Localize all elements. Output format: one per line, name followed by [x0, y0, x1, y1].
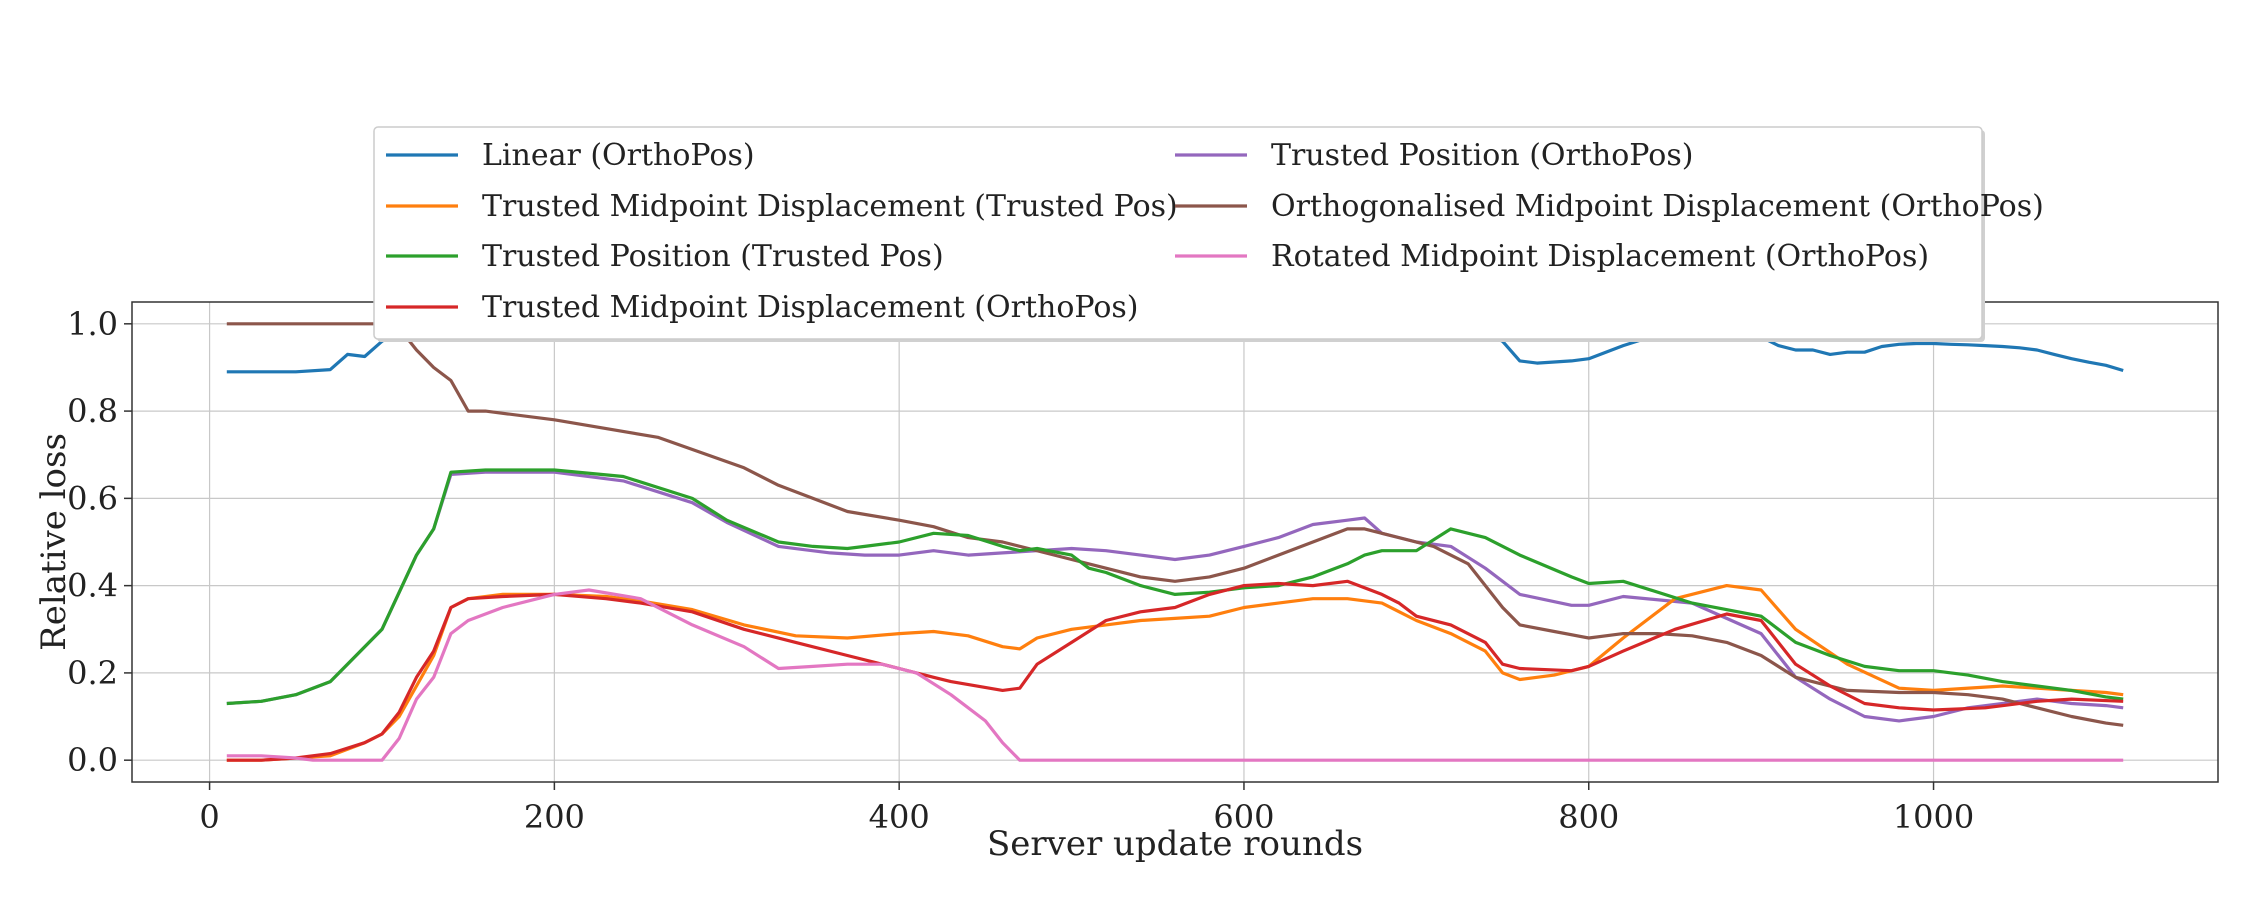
series-lines: [226, 302, 2124, 762]
y-tick-label: 1.0: [67, 305, 118, 343]
legend-label: Trusted Midpoint Displacement (Trusted P…: [482, 189, 1178, 224]
legend-label: Trusted Position (Trusted Pos): [482, 239, 944, 274]
legend-label: Trusted Midpoint Displacement (OrthoPos): [482, 290, 1139, 325]
series-line-trusted-position-trusted-pos: [226, 468, 2124, 706]
axis-ticks: 0 200 400 600 800 1000 0.0 0.2 0.4 0.6 0.8 1.0: [67, 305, 1974, 836]
x-tick-label: 200: [524, 798, 585, 836]
y-tick-label: 0.4: [67, 567, 118, 605]
x-tick-label: 0: [199, 798, 219, 836]
legend: Linear (OrthoPos) Trusted Midpoint Displa…: [373, 126, 2044, 342]
legend-label: Linear (OrthoPos): [482, 138, 755, 173]
x-tick-label: 400: [869, 798, 930, 836]
legend-label: Trusted Position (OrthoPos): [1271, 138, 1693, 173]
y-tick-label: 0.8: [67, 392, 118, 430]
legend-box: [373, 126, 1983, 340]
series-line-rotated-midpoint-displacement-orthopos: [226, 588, 2124, 762]
y-tick-label: 0.2: [67, 654, 118, 692]
series-line-orthogonalised-midpoint-displacement-orthopos: [226, 322, 2124, 727]
legend-label: Rotated Midpoint Displacement (OrthoPos): [1271, 239, 1929, 274]
y-tick-label: 0.0: [67, 741, 118, 779]
legend-label: Orthogonalised Midpoint Displacement (Or…: [1271, 189, 2044, 224]
y-axis-label: Relative loss: [34, 433, 74, 651]
x-tick-label: 600: [1213, 798, 1274, 836]
x-tick-label: 1000: [1893, 798, 1974, 836]
y-tick-label: 0.6: [67, 479, 118, 517]
series-line-trusted-midpoint-displacement-orthopos: [226, 579, 2124, 762]
x-tick-label: 800: [1558, 798, 1619, 836]
x-axis-label: Server update rounds: [987, 824, 1363, 864]
